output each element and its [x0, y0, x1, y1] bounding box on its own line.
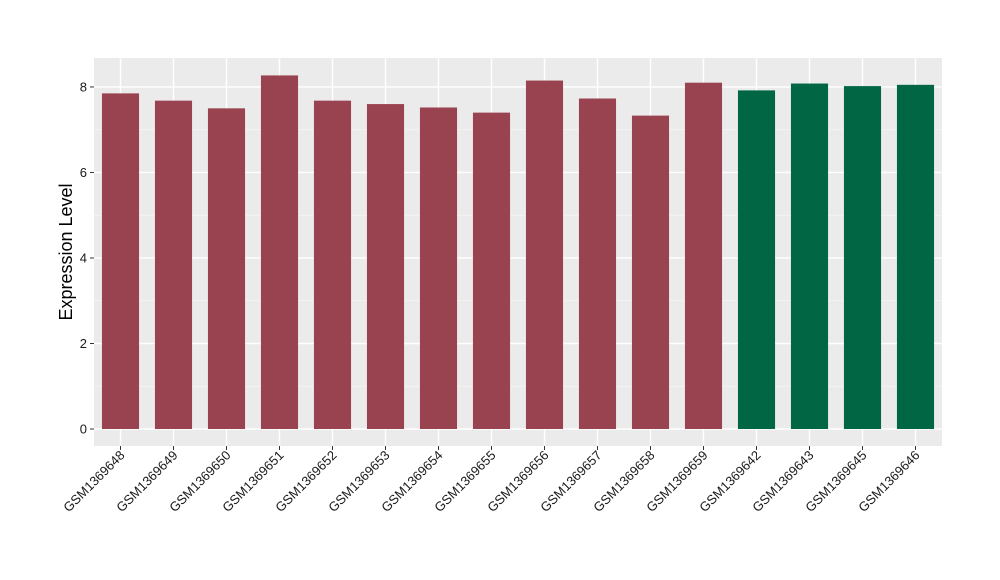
bar-GSM1369653: [366, 104, 405, 430]
bar-GSM1369645: [843, 86, 882, 429]
bar-GSM1369659: [684, 82, 723, 429]
x-axis: GSM1369648GSM1369649GSM1369650GSM1369651…: [60, 446, 923, 515]
y-tick-label: 0: [80, 422, 87, 437]
bar-GSM1369655: [472, 112, 511, 430]
bar-GSM1369646: [896, 84, 935, 429]
bar-GSM1369648: [101, 93, 140, 429]
bar-GSM1369642: [737, 90, 776, 429]
y-tick-label: 4: [80, 250, 87, 265]
y-tick-label: 6: [80, 165, 87, 180]
bar-GSM1369643: [790, 83, 829, 430]
bar-GSM1369652: [313, 100, 352, 429]
bar-GSM1369657: [578, 98, 617, 429]
y-axis: 0 2 4 6 8: [80, 79, 94, 437]
bars: [101, 75, 935, 430]
bar-GSM1369650: [207, 108, 246, 430]
bar-GSM1369649: [154, 100, 193, 429]
bar-GSM1369656: [525, 80, 564, 429]
bar-GSM1369651: [260, 75, 299, 430]
y-tick-label: 2: [80, 336, 87, 351]
y-tick-label: 8: [80, 79, 87, 94]
bar-GSM1369654: [419, 107, 458, 429]
y-axis-title: Expression Level: [56, 183, 76, 320]
bar-GSM1369658: [631, 115, 670, 429]
